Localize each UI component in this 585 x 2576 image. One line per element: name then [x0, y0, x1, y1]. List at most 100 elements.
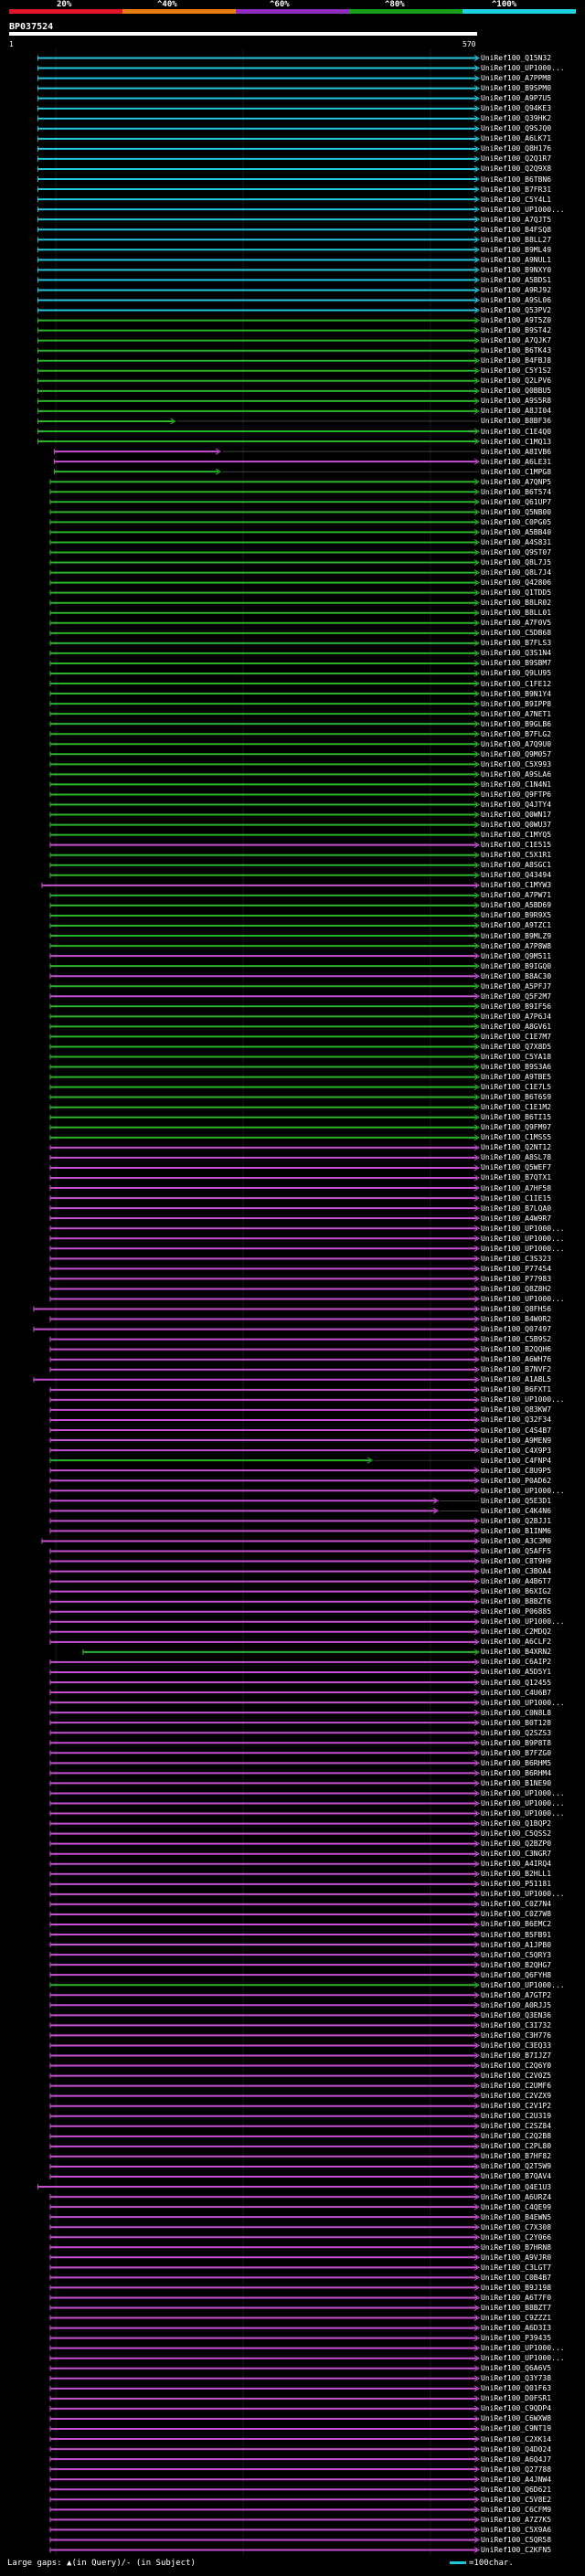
hit-name-link[interactable]: UniRef100_A7GTP2: [481, 1990, 552, 1999]
hit-name-link[interactable]: UniRef100_A9S5R8: [481, 397, 552, 406]
hit-name-link[interactable]: UniRef100_A7PW71: [481, 891, 552, 900]
hit-name-link[interactable]: UniRef100_Q43494: [481, 871, 552, 880]
hit-name-link[interactable]: UniRef100_C4U6B7: [481, 1688, 552, 1697]
hit-name-link[interactable]: UniRef100_Q4D024: [481, 2444, 552, 2454]
hit-name-link[interactable]: UniRef100_Q4JTY4: [481, 800, 552, 809]
hit-name-link[interactable]: UniRef100_Q0BBU5: [481, 387, 552, 396]
hit-name-link[interactable]: UniRef100_C1MSS5: [481, 1133, 552, 1142]
hit-name-link[interactable]: UniRef100_C2Q6Y0: [481, 2062, 552, 2071]
hit-name-link[interactable]: UniRef100_C2MDQ2: [481, 1627, 552, 1637]
hit-name-link[interactable]: UniRef100_B8BZT7: [481, 2304, 552, 2312]
hit-name-link[interactable]: UniRef100_UP1000...: [481, 1890, 565, 1899]
hit-name-link[interactable]: UniRef100_UP1000...: [481, 2344, 565, 2353]
hit-name-link[interactable]: UniRef100_B9SPM0: [481, 84, 552, 93]
hit-name-link[interactable]: UniRef100_D0FSR1: [481, 2394, 552, 2403]
hit-name-link[interactable]: UniRef100_B7QTX1: [481, 1173, 552, 1182]
hit-name-link[interactable]: UniRef100_B1NE90: [481, 1778, 552, 1787]
hit-name-link[interactable]: UniRef100_UP1000...: [481, 1788, 565, 1797]
hit-name-link[interactable]: UniRef100_C0Z7W8: [481, 1910, 552, 1919]
hit-name-link[interactable]: UniRef100_A1ABL5: [481, 1375, 552, 1384]
hit-name-link[interactable]: UniRef100_A7Z7K5: [481, 2515, 552, 2524]
hit-name-link[interactable]: UniRef100_B8AC30: [481, 971, 552, 981]
hit-name-link[interactable]: UniRef100_Q61UP7: [481, 497, 552, 506]
hit-name-link[interactable]: UniRef100_B7NVF2: [481, 1365, 552, 1374]
hit-name-link[interactable]: UniRef100_B5FB91: [481, 1930, 552, 1939]
hit-name-link[interactable]: UniRef100_UP1000...: [481, 1980, 565, 1989]
hit-name-link[interactable]: UniRef100_A6LE31: [481, 457, 552, 466]
hit-name-link[interactable]: UniRef100_C8U9P5: [481, 1466, 552, 1475]
hit-name-link[interactable]: UniRef100_B6XIG2: [481, 1587, 552, 1596]
hit-name-link[interactable]: UniRef100_Q0WN17: [481, 811, 552, 820]
hit-name-link[interactable]: UniRef100_Q2SZS3: [481, 1728, 552, 1737]
hit-name-link[interactable]: UniRef100_UP1000...: [481, 1395, 565, 1405]
hit-name-link[interactable]: UniRef100_B1INM6: [481, 1526, 552, 1535]
hit-name-link[interactable]: UniRef100_B8LL27: [481, 235, 552, 244]
hit-name-link[interactable]: UniRef100_B6TI15: [481, 1113, 552, 1122]
hit-name-link[interactable]: UniRef100_C2KFN5: [481, 2545, 552, 2554]
hit-name-link[interactable]: UniRef100_B9MLZ9: [481, 931, 552, 940]
hit-name-link[interactable]: UniRef100_A7HF58: [481, 1183, 552, 1193]
hit-name-link[interactable]: UniRef100_A9RJ92: [481, 285, 552, 294]
hit-name-link[interactable]: UniRef100_B7HRN8: [481, 2242, 552, 2252]
hit-name-link[interactable]: UniRef100_C7X308: [481, 2222, 552, 2231]
hit-name-link[interactable]: UniRef100_A7QJK7: [481, 336, 552, 345]
hit-name-link[interactable]: UniRef100_Q3S1N4: [481, 649, 552, 658]
hit-name-link[interactable]: UniRef100_Q6A6V5: [481, 2364, 552, 2373]
hit-name-link[interactable]: UniRef100_Q5AFF5: [481, 1546, 552, 1555]
hit-name-link[interactable]: UniRef100_Q4E1U3: [481, 2182, 552, 2191]
hit-name-link[interactable]: UniRef100_A9VJR0: [481, 2253, 552, 2262]
hit-name-link[interactable]: UniRef100_B6T6S9: [481, 1093, 552, 1102]
hit-name-link[interactable]: UniRef100_B2QQH6: [481, 1345, 552, 1354]
hit-name-link[interactable]: UniRef100_Q01F63: [481, 2384, 552, 2393]
hit-name-link[interactable]: UniRef100_C9ZZZ1: [481, 2314, 552, 2323]
hit-name-link[interactable]: UniRef100_B6RHM5: [481, 1758, 552, 1767]
hit-name-link[interactable]: UniRef100_A3C3M0: [481, 1536, 552, 1545]
hit-name-link[interactable]: UniRef100_C2V1P2: [481, 2102, 552, 2111]
hit-name-link[interactable]: UniRef100_B7IJZ7: [481, 2051, 552, 2060]
hit-name-link[interactable]: UniRef100_A6T7F0: [481, 2293, 552, 2302]
hit-name-link[interactable]: UniRef100_A4JNW4: [481, 2475, 552, 2484]
hit-name-link[interactable]: UniRef100_Q7X8D5: [481, 1042, 552, 1051]
hit-name-link[interactable]: UniRef100_B7FLG2: [481, 729, 552, 738]
hit-name-link[interactable]: UniRef100_B7FLS3: [481, 639, 552, 648]
hit-name-link[interactable]: UniRef100_A0RJJ5: [481, 2000, 552, 2009]
hit-name-link[interactable]: UniRef100_P39435: [481, 2334, 552, 2343]
hit-name-link[interactable]: UniRef100_B8LL01: [481, 609, 552, 618]
hit-name-link[interactable]: UniRef100_B6FXT1: [481, 1385, 552, 1394]
hit-name-link[interactable]: UniRef100_C5Y1S2: [481, 366, 552, 376]
hit-name-link[interactable]: UniRef100_A8IVB6: [481, 447, 552, 456]
hit-name-link[interactable]: UniRef100_A5D5Y1: [481, 1668, 552, 1677]
hit-name-link[interactable]: UniRef100_A9SL06: [481, 295, 552, 304]
hit-name-link[interactable]: UniRef100_Q2Q9X8: [481, 164, 552, 174]
hit-name-link[interactable]: UniRef100_Q5WEF7: [481, 1163, 552, 1172]
hit-name-link[interactable]: UniRef100_B9ST42: [481, 326, 552, 335]
hit-name-link[interactable]: UniRef100_B9S3A6: [481, 1063, 552, 1072]
hit-name-link[interactable]: UniRef100_B4FBJ8: [481, 356, 552, 366]
hit-name-link[interactable]: UniRef100_C5B9S2: [481, 1335, 552, 1344]
hit-name-link[interactable]: UniRef100_Q6D621: [481, 2485, 552, 2494]
hit-name-link[interactable]: UniRef100_C2VZX9: [481, 2092, 552, 2101]
hit-name-link[interactable]: UniRef100_C3BOA4: [481, 1567, 552, 1576]
hit-name-link[interactable]: UniRef100_Q8L7J4: [481, 568, 552, 578]
hit-name-link[interactable]: UniRef100_Q8H176: [481, 144, 552, 154]
hit-name-link[interactable]: UniRef100_C0PG05: [481, 517, 552, 526]
hit-name-link[interactable]: UniRef100_UP1000...: [481, 1798, 565, 1807]
hit-name-link[interactable]: UniRef100_A7Q9U0: [481, 739, 552, 748]
hit-name-link[interactable]: UniRef100_C1MQ13: [481, 437, 552, 446]
hit-name-link[interactable]: UniRef100_B8LR02: [481, 599, 552, 608]
hit-name-link[interactable]: UniRef100_UP1000...: [481, 2354, 565, 2363]
hit-name-link[interactable]: UniRef100_C0Z7N4: [481, 1900, 552, 1909]
hit-name-link[interactable]: UniRef100_A7P6J4: [481, 1012, 552, 1021]
hit-name-link[interactable]: UniRef100_B9IGQ0: [481, 961, 552, 970]
hit-name-link[interactable]: UniRef100_C3LGT7: [481, 2263, 552, 2272]
hit-name-link[interactable]: UniRef100_B4FSQ8: [481, 225, 552, 234]
hit-name-link[interactable]: UniRef100_A6URZ4: [481, 2192, 552, 2201]
hit-name-link[interactable]: UniRef100_B7FR31: [481, 185, 552, 194]
hit-name-link[interactable]: UniRef100_C5X9A6: [481, 2525, 552, 2534]
hit-name-link[interactable]: UniRef100_C4QE99: [481, 2202, 552, 2211]
hit-name-link[interactable]: UniRef100_B9R9X5: [481, 911, 552, 920]
hit-name-link[interactable]: UniRef100_B9GLB6: [481, 719, 552, 728]
hit-name-link[interactable]: UniRef100_C6WXW8: [481, 2414, 552, 2423]
hit-name-link[interactable]: UniRef100_A5BD69: [481, 901, 552, 910]
hit-name-link[interactable]: UniRef100_Q9FM97: [481, 1123, 552, 1132]
